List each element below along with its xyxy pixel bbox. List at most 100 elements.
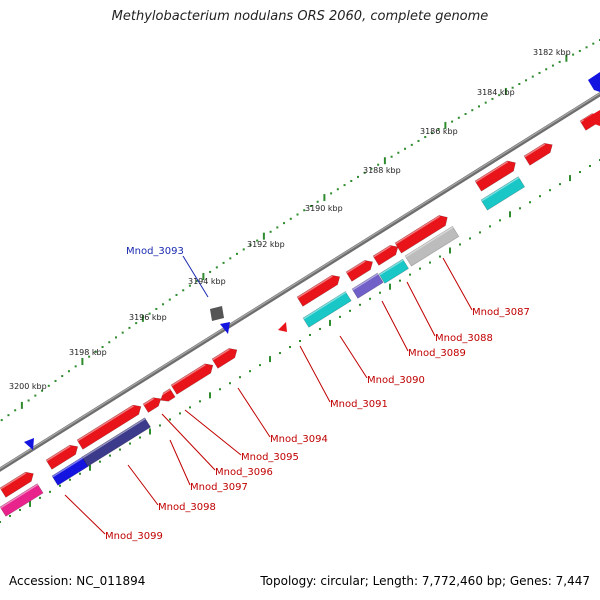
gene-label-mnod-3089[interactable]: Mnod_3089 bbox=[408, 348, 466, 359]
scale-minor-tick bbox=[108, 341, 111, 344]
tick-label-3186: 3186 kbp bbox=[420, 127, 458, 136]
inner-minor-tick bbox=[549, 189, 551, 192]
scale-minor-tick bbox=[558, 60, 561, 63]
scale-minor-tick bbox=[242, 248, 245, 251]
inner-minor-tick bbox=[499, 219, 501, 222]
gene-block-highlight bbox=[481, 176, 520, 202]
inner-minor-tick bbox=[399, 279, 401, 282]
inner-minor-tick bbox=[359, 303, 361, 306]
scale-minor-tick bbox=[88, 355, 91, 358]
scale-minor-tick bbox=[175, 293, 178, 296]
tick-label-3196: 3196 kbp bbox=[129, 313, 167, 322]
inner-minor-tick bbox=[339, 315, 341, 318]
inner-minor-tick bbox=[369, 297, 371, 300]
gene-label-mnod-3098[interactable]: Mnod_3098 bbox=[158, 502, 216, 513]
scale-minor-tick bbox=[336, 188, 339, 191]
gene-block bbox=[45, 444, 79, 470]
inner-minor-tick bbox=[109, 454, 111, 457]
leader-line bbox=[237, 387, 271, 438]
scale-minor-tick bbox=[155, 307, 158, 310]
scale-minor-tick bbox=[491, 97, 494, 100]
inner-minor-tick bbox=[19, 508, 21, 511]
inner-minor-tick bbox=[239, 376, 241, 379]
gene-label-mnod-3087[interactable]: Mnod_3087 bbox=[472, 307, 530, 318]
gene-label-mnod-3095[interactable]: Mnod_3095 bbox=[241, 452, 299, 463]
inner-minor-tick bbox=[289, 346, 291, 349]
leader-line bbox=[442, 257, 473, 311]
inner-minor-tick bbox=[139, 436, 141, 439]
inner-minor-tick bbox=[579, 171, 581, 174]
scale-minor-tick bbox=[330, 192, 333, 195]
scale-minor-tick bbox=[27, 399, 30, 402]
tick-label-3194: 3194 kbp bbox=[188, 277, 226, 286]
tick-label-3200: 3200 kbp bbox=[9, 382, 47, 391]
inner-minor-tick bbox=[469, 237, 471, 240]
gene-block bbox=[170, 363, 214, 395]
gene-block bbox=[211, 348, 238, 369]
leader-line bbox=[299, 345, 331, 403]
scale-minor-tick bbox=[188, 284, 191, 287]
scale-minor-tick bbox=[215, 266, 218, 269]
scale-minor-tick bbox=[592, 42, 595, 45]
scale-minor-tick bbox=[370, 167, 373, 170]
scale-minor-tick bbox=[74, 365, 77, 368]
gene-block-highlight bbox=[405, 226, 454, 258]
tick-label-3182: 3182 kbp bbox=[533, 48, 571, 57]
gene-block bbox=[372, 245, 399, 266]
gene-block bbox=[394, 215, 448, 254]
gene-label-mnod-3091[interactable]: Mnod_3091 bbox=[330, 399, 388, 410]
scale-minor-tick bbox=[585, 46, 588, 49]
scale-minor-tick bbox=[437, 128, 440, 131]
inner-minor-tick bbox=[0, 521, 1, 523]
scale-minor-tick bbox=[135, 322, 138, 325]
accession-text: Accession: NC_011894 bbox=[9, 574, 146, 588]
inner-minor-tick bbox=[299, 340, 301, 342]
scale-minor-tick bbox=[47, 384, 50, 387]
scale-minor-tick bbox=[457, 116, 460, 119]
gene-block bbox=[160, 388, 176, 402]
scale-minor-tick bbox=[410, 143, 413, 146]
inner-minor-tick bbox=[279, 352, 281, 355]
leader-line bbox=[127, 464, 159, 506]
gene-label-mnod-3094[interactable]: Mnod_3094 bbox=[270, 434, 328, 445]
leader-line bbox=[184, 409, 242, 456]
gene-block-small bbox=[24, 438, 34, 450]
scale-minor-tick bbox=[128, 326, 131, 329]
gene-block-small bbox=[583, 110, 600, 126]
inner-minor-tick bbox=[129, 442, 131, 445]
gene-block-highlight bbox=[0, 472, 27, 490]
gene-label-mnod-3096[interactable]: Mnod_3096 bbox=[215, 467, 273, 478]
gene-block-highlight bbox=[158, 388, 171, 398]
scale-minor-tick bbox=[498, 94, 501, 97]
inner-track bbox=[0, 159, 600, 523]
gene-features bbox=[0, 72, 600, 517]
gene-label-mnod-3090[interactable]: Mnod_3090 bbox=[367, 375, 425, 386]
gene-label-mnod-3099[interactable]: Mnod_3099 bbox=[105, 531, 163, 542]
inner-minor-tick bbox=[259, 364, 261, 367]
gene-label-mnod-3088[interactable]: Mnod_3088 bbox=[435, 333, 493, 344]
gene-block bbox=[302, 291, 352, 328]
scale-minor-tick bbox=[115, 336, 117, 339]
gene-label-mnod-3097[interactable]: Mnod_3097 bbox=[190, 482, 248, 493]
scale-minor-tick bbox=[316, 200, 319, 203]
inner-minor-tick bbox=[249, 370, 251, 373]
inner-minor-tick bbox=[169, 418, 171, 421]
scale-minor-tick bbox=[377, 163, 380, 166]
tick-label-3188: 3188 kbp bbox=[363, 166, 401, 175]
scale-minor-tick bbox=[545, 68, 548, 71]
scale-minor-tick bbox=[14, 409, 17, 412]
leader-line bbox=[406, 281, 436, 337]
gene-block-small bbox=[220, 322, 230, 334]
gene-block-highlight bbox=[373, 245, 391, 258]
scale-minor-tick bbox=[289, 217, 292, 220]
leader-line bbox=[161, 413, 216, 471]
gene-block bbox=[0, 483, 44, 517]
gene-block bbox=[404, 225, 460, 267]
gene-label-mnod-3093[interactable]: Mnod_3093 bbox=[126, 246, 184, 257]
gene-block bbox=[296, 274, 341, 307]
gene-block-highlight bbox=[524, 143, 546, 158]
inner-minor-tick bbox=[199, 400, 201, 403]
scale-minor-tick bbox=[350, 179, 353, 182]
gene-block-highlight bbox=[475, 161, 509, 183]
